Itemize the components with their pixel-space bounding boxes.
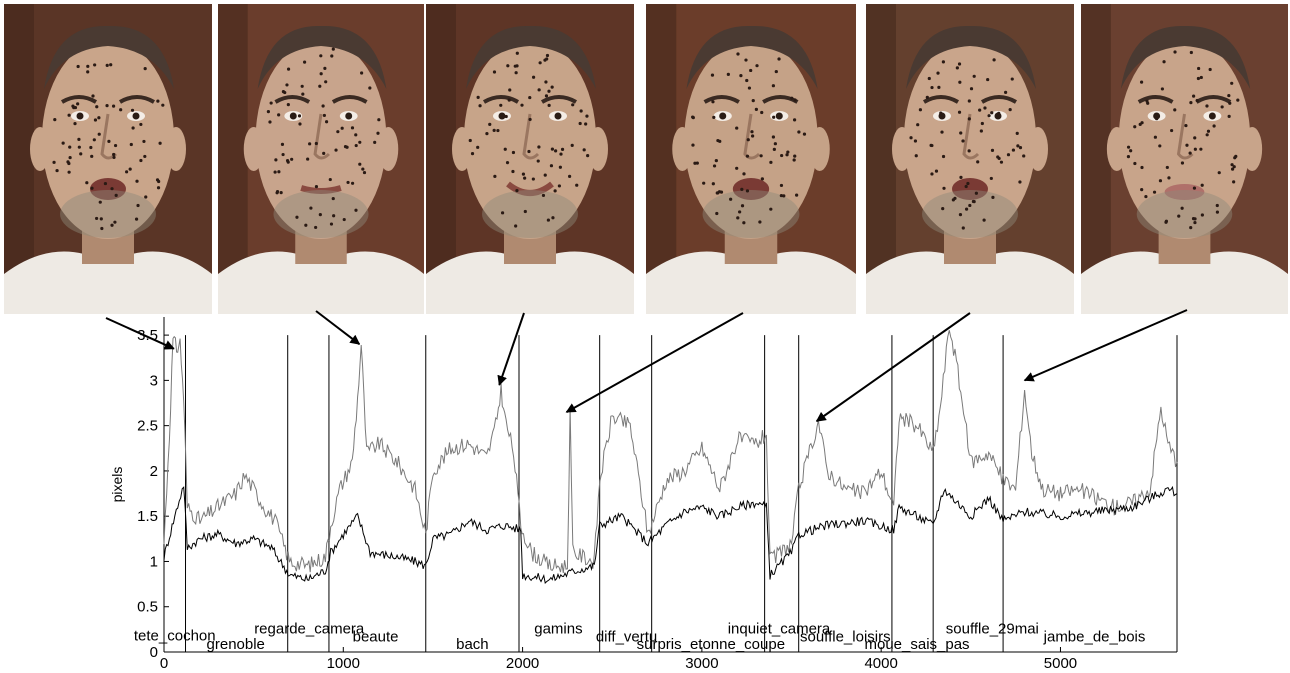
y-tick-label: 1 <box>150 553 158 570</box>
y-axis-title: pixels <box>109 467 125 503</box>
chart-marks: 0 0.5 1 1.5 2 2.5 3 3.5 0 1000 2000 3000 4000 5000 pix… <box>105 309 1188 672</box>
y-tick-label: 0.5 <box>137 599 158 616</box>
segment-label: regarde_camera <box>254 620 365 637</box>
segment-label: bach <box>456 636 489 653</box>
face-photo-icon <box>646 4 856 314</box>
frame-tete-cochon-icon <box>4 4 212 314</box>
segment-label: surpris_etonne_coupe <box>637 636 785 653</box>
segment-label: grenoble <box>207 636 265 653</box>
x-tick-label: 4000 <box>864 655 897 672</box>
series-line-1 <box>163 485 1178 585</box>
frame-regarde-camera-icon <box>218 4 424 314</box>
annotation-arrow <box>815 312 971 422</box>
face-photo-icon <box>866 4 1074 314</box>
annotation-arrow <box>1023 309 1188 382</box>
annotation-arrow <box>315 310 361 345</box>
x-tick-label: 3000 <box>685 655 718 672</box>
y-tick-label: 1.5 <box>137 508 158 525</box>
face-photo-icon <box>426 4 634 314</box>
y-tick-label: 0 <box>150 644 158 661</box>
segment-label: inquiet_camera <box>728 620 831 637</box>
segment-label: souffle_29mai <box>946 620 1039 637</box>
y-tick-label: 3.5 <box>137 327 158 344</box>
segment-label: gamins <box>534 620 582 637</box>
annotation-arrow <box>497 312 525 386</box>
frame-jambe-de-bois-icon <box>1081 4 1288 314</box>
face-photo-icon <box>1081 4 1288 314</box>
x-tick-label: 2000 <box>506 655 539 672</box>
frame-bach-icon <box>426 4 634 314</box>
frame-souffle-loisirs-icon <box>866 4 1074 314</box>
segment-label: jambe_de_bois <box>1043 629 1146 646</box>
x-tick-label: 1000 <box>327 655 360 672</box>
segment-label: tete_cochon <box>134 628 216 645</box>
y-tick-label: 2.5 <box>137 418 158 435</box>
series-line-0 <box>163 330 1178 574</box>
x-tick-label: 5000 <box>1044 655 1077 672</box>
face-photo-icon <box>4 4 212 314</box>
face-photo-icon <box>218 4 424 314</box>
x-tick-label: 0 <box>160 655 168 672</box>
annotation-arrow <box>105 317 175 350</box>
annotation-arrow <box>565 312 744 413</box>
segment-label: beaute <box>353 629 399 646</box>
y-tick-label: 2 <box>150 463 158 480</box>
frame-gamins-icon <box>646 4 856 314</box>
y-tick-label: 3 <box>150 372 158 389</box>
segment-label: diff_vertu <box>596 629 657 646</box>
segment-label: moue_sais_pas <box>864 636 969 653</box>
segment-label: souffle_loisirs <box>800 629 891 646</box>
